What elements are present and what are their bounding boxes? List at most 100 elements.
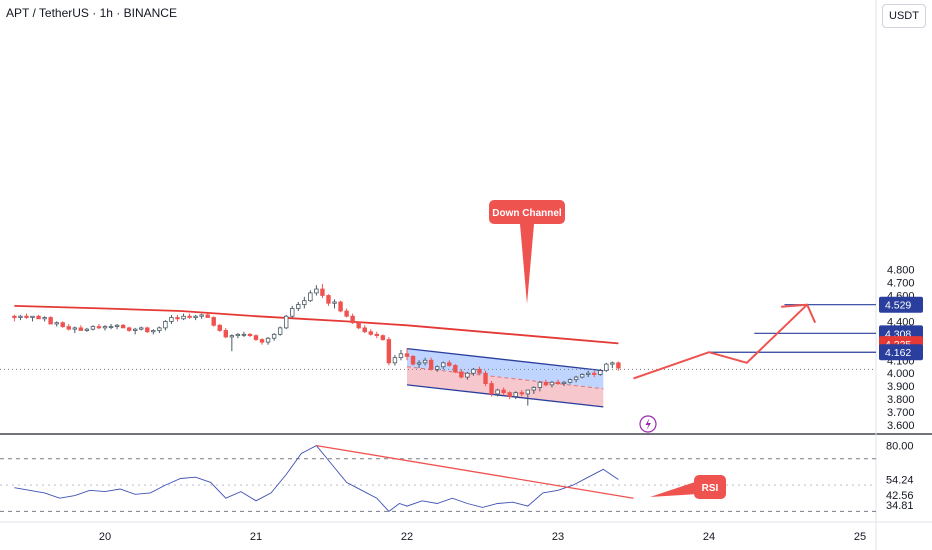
candle-body <box>296 304 301 309</box>
candle-body <box>338 301 343 312</box>
ma-line <box>14 305 619 345</box>
candle-body <box>332 301 337 304</box>
time-tick-label: 21 <box>250 531 262 543</box>
candle <box>489 380 494 397</box>
candle-body <box>561 381 567 384</box>
candle <box>36 314 41 320</box>
candle-body <box>356 322 361 329</box>
candle-body <box>555 381 561 384</box>
candle <box>199 313 204 319</box>
price-tick-label: 3.600 <box>887 420 915 432</box>
candle-body <box>410 355 416 365</box>
time-tick-label: 20 <box>99 531 111 543</box>
candle <box>404 348 410 361</box>
candle <box>332 299 337 309</box>
candle <box>247 333 253 337</box>
candle <box>573 375 579 383</box>
candle-body <box>78 327 84 331</box>
candle <box>579 373 585 379</box>
candle <box>60 321 65 328</box>
rsi-line <box>14 445 619 513</box>
candle <box>42 316 47 322</box>
currency-selector[interactable]: USDT <box>882 4 926 28</box>
candle <box>169 314 174 324</box>
candle-body <box>223 330 228 338</box>
channel-upper-fill <box>407 348 604 389</box>
candle-body <box>495 389 500 395</box>
candle-body <box>586 372 591 375</box>
price-tick-label: 4.800 <box>887 265 915 277</box>
candle-body <box>205 314 210 318</box>
candle-body <box>211 317 216 326</box>
candle-body <box>428 359 434 370</box>
candle <box>471 368 476 376</box>
candle-body <box>48 317 53 325</box>
price-badge-bg <box>879 296 923 313</box>
candle-body <box>145 327 150 333</box>
candle <box>181 313 186 321</box>
candle <box>549 380 555 388</box>
candle-body <box>96 326 102 329</box>
candle <box>290 305 295 319</box>
candle-body <box>326 295 331 304</box>
candle-body <box>459 371 464 378</box>
candle <box>157 326 162 334</box>
price-badge-bg <box>879 344 923 361</box>
projection-line <box>633 303 808 380</box>
candle-body <box>151 330 156 333</box>
price-badge: 4.162 <box>879 344 923 361</box>
candle <box>350 313 355 324</box>
rsi-tick-label: 42.56 <box>886 490 914 502</box>
target-levels <box>709 304 876 353</box>
channel-upper-line <box>406 347 604 372</box>
candle-body <box>259 339 265 343</box>
candle-body <box>314 288 319 294</box>
channel-lower-line <box>406 384 604 408</box>
candle <box>586 370 591 378</box>
candle <box>187 313 192 319</box>
candle-body <box>362 327 367 333</box>
candle-body <box>404 353 410 357</box>
candle-body <box>537 381 543 388</box>
candle-body <box>374 333 379 337</box>
candle-body <box>604 363 609 372</box>
candle-body <box>283 315 289 329</box>
candle <box>24 313 29 319</box>
rsi-callout-label: RSI <box>702 483 719 494</box>
candle-body <box>579 374 585 378</box>
candle <box>271 333 277 341</box>
price-axis: 4.8004.7004.6004.5004.4004.3004.2004.100… <box>879 265 923 432</box>
candle <box>465 371 470 380</box>
candle <box>241 331 247 337</box>
candle <box>416 360 422 369</box>
candle <box>229 334 235 352</box>
candle-body <box>36 315 41 320</box>
candle-body <box>132 328 138 331</box>
candle <box>145 326 150 334</box>
rsi-callout-bg <box>694 475 726 499</box>
down-channel-callout-pointer <box>520 224 534 304</box>
rsi-callout-pointer <box>650 481 698 497</box>
candle-body <box>54 322 59 325</box>
candle-body <box>592 372 597 375</box>
candle <box>447 360 452 367</box>
candle <box>519 390 524 397</box>
candle-body <box>549 381 555 386</box>
candle <box>513 391 518 400</box>
candle <box>598 369 603 376</box>
symbol-title: APT / TetherUS · 1h · BINANCE <box>6 6 177 20</box>
candle <box>380 334 386 341</box>
down-channel <box>406 347 604 408</box>
candle-body <box>531 387 537 391</box>
candle-body <box>507 392 512 397</box>
candle <box>84 327 90 332</box>
candle <box>561 380 567 387</box>
candle-body <box>616 362 621 369</box>
candle <box>235 333 241 339</box>
candle-body <box>217 324 222 331</box>
candle <box>507 391 512 400</box>
candle-body <box>199 314 204 317</box>
candle-body <box>422 359 428 364</box>
